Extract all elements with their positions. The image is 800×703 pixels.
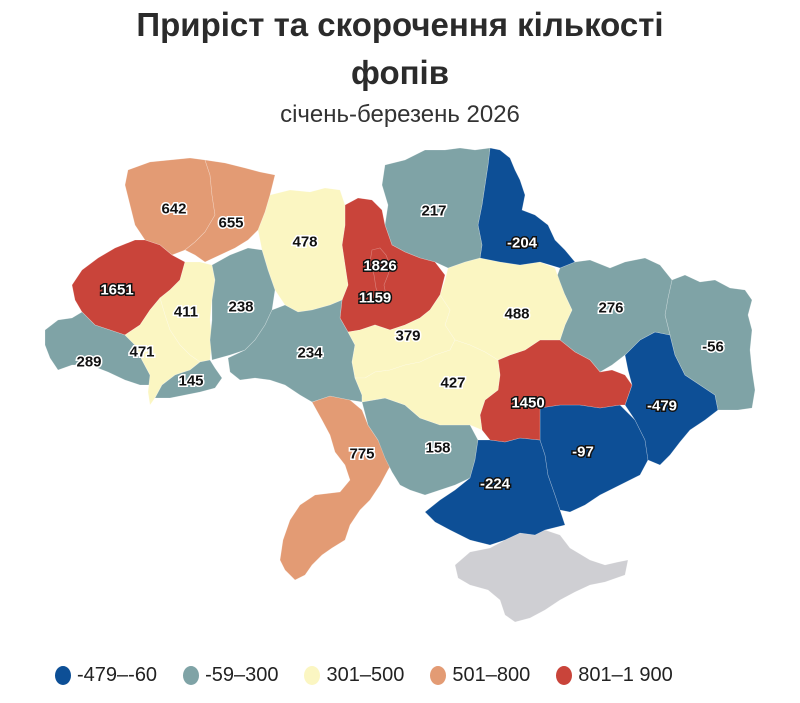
legend-swatch-icon bbox=[55, 666, 71, 685]
label-zakarpattia: 289 bbox=[76, 354, 101, 371]
region-kharkiv[interactable] bbox=[554, 257, 673, 373]
legend-item-bin3: 301–500 bbox=[304, 664, 404, 687]
label-kharkiv: 276 bbox=[598, 300, 623, 317]
label-odesa: 775 bbox=[349, 446, 374, 463]
legend-item-bin2: -59–300 bbox=[183, 664, 278, 687]
legend-swatch-icon bbox=[183, 666, 200, 685]
label-kyiv-oblast: 1159 bbox=[359, 290, 392, 307]
legend-label: 301–500 bbox=[326, 664, 405, 686]
chart-subtitle: січень-березень 2026 bbox=[280, 101, 520, 128]
label-vinnytsia: 234 bbox=[297, 345, 323, 362]
region-luhansk[interactable] bbox=[664, 274, 756, 411]
region-zaporizhzhia[interactable] bbox=[539, 404, 649, 513]
label-kyiv-city: 1826 bbox=[363, 258, 396, 275]
label-luhansk: -56 bbox=[702, 339, 724, 356]
label-ivano-frankivsk: 471 bbox=[129, 344, 154, 361]
chart-title-line1: Приріст та скорочення кількості bbox=[136, 6, 664, 43]
label-chernihiv: 217 bbox=[421, 203, 446, 220]
label-cherkasy: 379 bbox=[395, 328, 420, 345]
legend-swatch-icon bbox=[430, 666, 447, 685]
legend: -479–-60 -59–300 301–500 501–800 801–1 9… bbox=[55, 664, 699, 687]
legend-item-bin1: -479–-60 bbox=[55, 664, 157, 687]
legend-label: 801–1 900 bbox=[578, 664, 673, 686]
label-zhytomyr: 478 bbox=[292, 234, 317, 251]
label-khmelnytskyi: 238 bbox=[228, 299, 253, 316]
label-poltava: 488 bbox=[504, 306, 529, 323]
region-kyiv-city[interactable] bbox=[369, 247, 391, 299]
label-volyn: 642 bbox=[161, 201, 186, 218]
region-vinnytsia[interactable] bbox=[227, 299, 363, 403]
label-kirovohrad: 427 bbox=[440, 375, 465, 392]
label-dnipro: 1450 bbox=[511, 395, 544, 412]
region-kirovohrad[interactable] bbox=[354, 339, 501, 431]
legend-swatch-icon bbox=[304, 666, 321, 685]
legend-item-bin4: 501–800 bbox=[430, 664, 530, 687]
region-rivne[interactable] bbox=[184, 159, 276, 263]
label-chernivtsi: 145 bbox=[178, 373, 203, 390]
legend-label: -59–300 bbox=[205, 664, 279, 686]
legend-item-bin5: 801–1 900 bbox=[556, 664, 673, 687]
label-mykolaiv: 158 bbox=[425, 440, 450, 457]
region-chernivtsi[interactable] bbox=[154, 359, 223, 399]
region-sumy[interactable] bbox=[477, 147, 576, 269]
chart-title-line2: фопів bbox=[351, 54, 449, 91]
legend-label: 501–800 bbox=[452, 664, 531, 686]
label-rivne: 655 bbox=[218, 215, 243, 232]
label-sumy: -204 bbox=[507, 235, 538, 252]
label-lviv: 1651 bbox=[100, 282, 133, 299]
label-zaporizhzhia: -97 bbox=[572, 444, 594, 461]
legend-swatch-icon bbox=[556, 666, 573, 685]
label-kherson: -224 bbox=[480, 476, 511, 493]
label-ternopil: 411 bbox=[174, 304, 198, 321]
label-donetsk: -479 bbox=[647, 398, 677, 415]
legend-label: -479–-60 bbox=[77, 664, 158, 686]
region-crimea[interactable] bbox=[454, 529, 629, 623]
